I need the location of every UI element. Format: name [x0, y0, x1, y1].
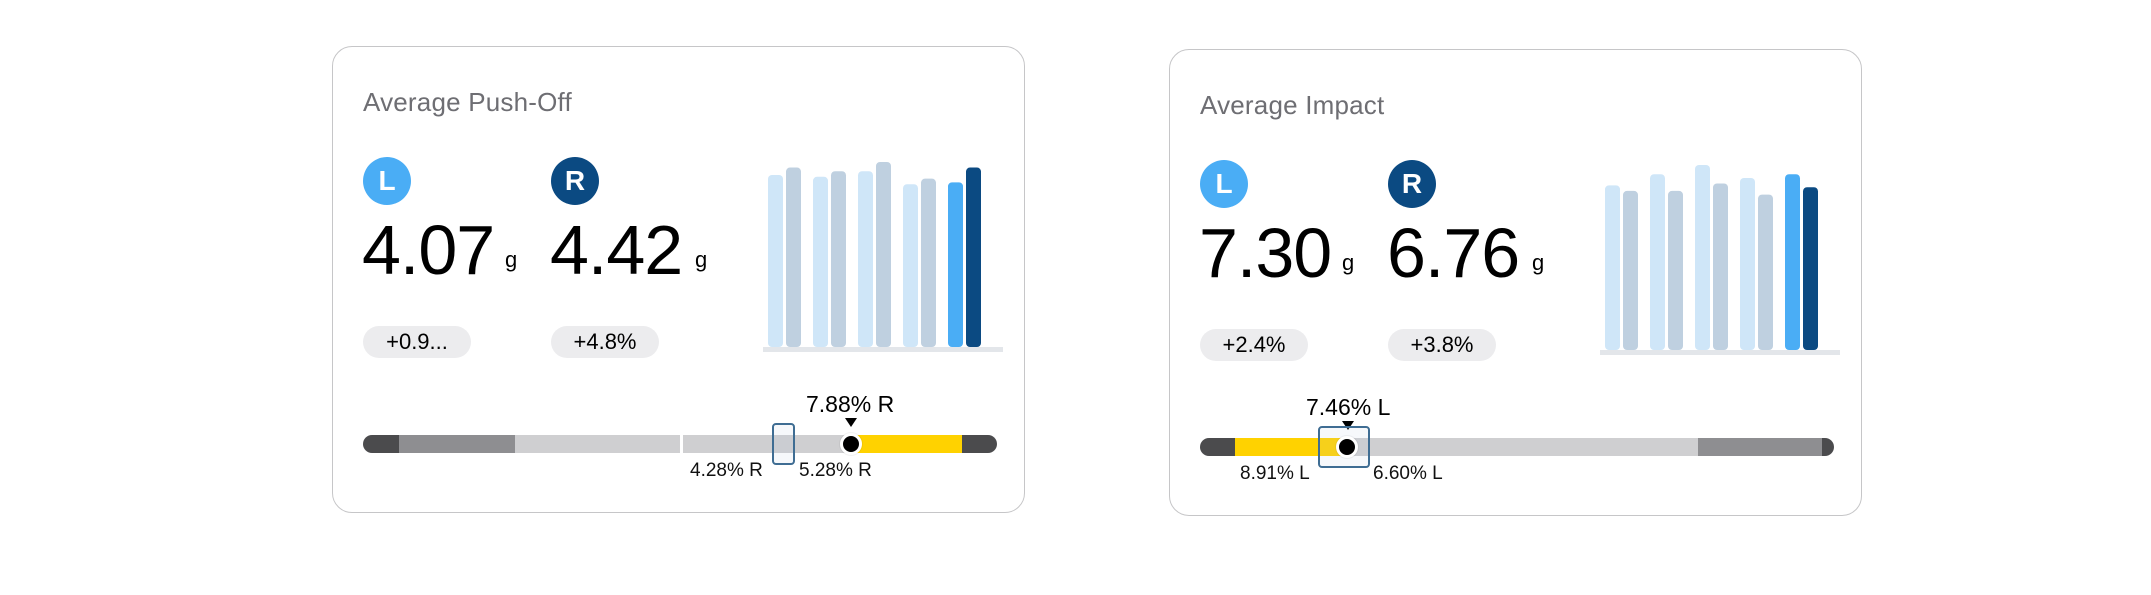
- chart-baseline: [1600, 350, 1840, 355]
- chart-bar-left-2[interactable]: [813, 176, 828, 347]
- chart-bar-left-4[interactable]: [903, 184, 918, 347]
- trend-bar-chart[interactable]: [763, 157, 1003, 357]
- chart-baseline: [763, 347, 1003, 352]
- range-low-label: 8.91% L: [1240, 463, 1310, 484]
- right-unit: g: [1532, 250, 1545, 275]
- chart-bar-right-2[interactable]: [831, 171, 846, 347]
- chart-bar-left-2[interactable]: [1650, 174, 1665, 350]
- chart-bar-right-3[interactable]: [876, 162, 891, 347]
- gauge-segment-light: [1350, 438, 1698, 456]
- asymmetry-indicator-dot[interactable]: [840, 433, 862, 455]
- gauge-segment-mid: [1698, 438, 1822, 456]
- left-change-badge: +2.4%: [1200, 329, 1308, 361]
- range-high-label: 6.60% L: [1373, 463, 1443, 484]
- gauge-segment-dark: [1822, 438, 1834, 456]
- right-foot-badge: R: [1388, 160, 1436, 208]
- asymmetry-gauge: [1200, 438, 1834, 456]
- asymmetry-pointer-icon: [845, 418, 857, 427]
- asymmetry-value-label: 7.46% L: [1306, 394, 1391, 420]
- card-title: Average Impact: [1200, 90, 1385, 120]
- chart-bar-left-5[interactable]: [948, 182, 963, 347]
- left-foot-badge: L: [363, 157, 411, 205]
- left-change-badge: +0.9...: [363, 326, 471, 358]
- chart-bar-left-3[interactable]: [1695, 165, 1710, 350]
- right-change-badge: +3.8%: [1388, 329, 1496, 361]
- chart-bar-left-5[interactable]: [1785, 174, 1800, 350]
- gauge-segment-mid: [399, 435, 515, 453]
- chart-bar-left-1[interactable]: [768, 174, 783, 347]
- left-unit: g: [1342, 250, 1355, 275]
- average-impact-card[interactable]: Average Impact L 7.30 g +2.4% R 6.76 g +…: [1169, 49, 1862, 516]
- chart-bar-right-5[interactable]: [1803, 187, 1818, 350]
- chart-bar-right-5[interactable]: [966, 167, 981, 347]
- card-title: Average Push-Off: [363, 87, 572, 117]
- gauge-segment-dark: [962, 435, 997, 453]
- gauge-segment-light: [683, 435, 848, 453]
- chart-bar-left-1[interactable]: [1605, 185, 1620, 350]
- chart-bar-left-3[interactable]: [858, 171, 873, 347]
- left-unit: g: [505, 247, 518, 272]
- asymmetry-gauge: [363, 435, 997, 453]
- chart-bar-right-4[interactable]: [1758, 194, 1773, 350]
- right-change-badge: +4.8%: [551, 326, 659, 358]
- asymmetry-indicator-dot[interactable]: [1336, 436, 1358, 458]
- chart-bar-right-3[interactable]: [1713, 183, 1728, 351]
- gauge-center-divider: [680, 435, 683, 453]
- right-foot-badge: R: [551, 157, 599, 205]
- chart-bar-right-4[interactable]: [921, 178, 936, 347]
- gauge-segment-light: [515, 435, 680, 453]
- chart-bar-right-1[interactable]: [786, 167, 801, 347]
- gauge-segment-dark: [1200, 438, 1235, 456]
- chart-bar-right-2[interactable]: [1668, 190, 1683, 350]
- gauge-segment-dark: [363, 435, 399, 453]
- gauge-segment-yellow: [848, 435, 962, 453]
- chart-bar-left-4[interactable]: [1740, 177, 1755, 350]
- asymmetry-pointer-icon: [1342, 421, 1354, 430]
- gauge-segment-yellow: [1235, 438, 1350, 456]
- left-foot-badge: L: [1200, 160, 1248, 208]
- chart-bar-right-1[interactable]: [1623, 190, 1638, 350]
- normal-range-box: [772, 423, 795, 465]
- right-unit: g: [695, 247, 708, 272]
- asymmetry-value-label: 7.88% R: [806, 391, 895, 417]
- range-high-label: 5.28% R: [799, 460, 872, 481]
- right-value: 6.76: [1387, 214, 1520, 292]
- average-pushoff-card[interactable]: Average Push-Off L 4.07 g +0.9... R 4.42…: [332, 46, 1025, 513]
- range-low-label: 4.28% R: [690, 460, 763, 481]
- trend-bar-chart[interactable]: [1600, 160, 1840, 360]
- left-value: 4.07: [362, 211, 495, 289]
- right-value: 4.42: [550, 211, 683, 289]
- left-value: 7.30: [1199, 214, 1332, 292]
